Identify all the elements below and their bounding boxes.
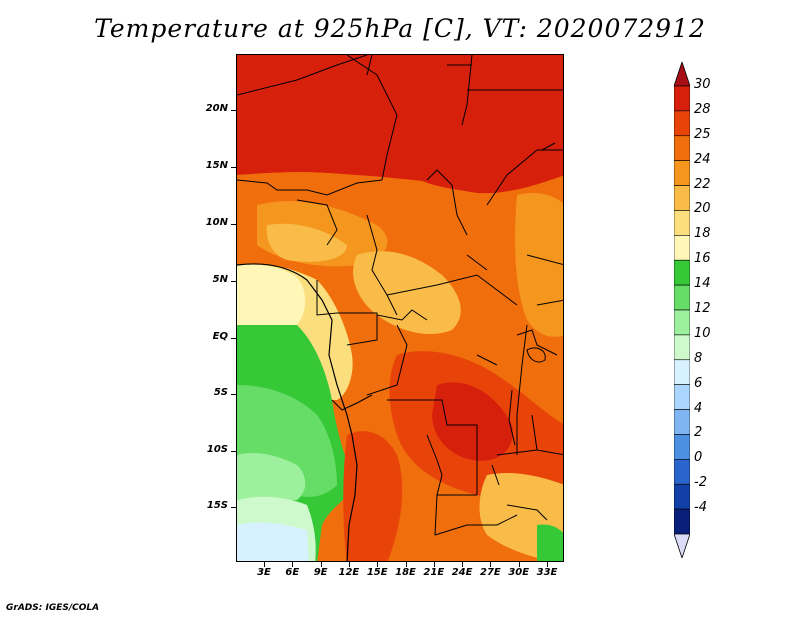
colorbar-top-arrow	[673, 60, 691, 87]
colorbar-bottom-arrow	[673, 533, 691, 560]
coastline	[237, 263, 358, 561]
colorbar-swatch	[673, 135, 691, 161]
colorbar-label: -4	[694, 500, 707, 516]
colorbar-swatch	[673, 160, 691, 186]
colorbar-swatch	[673, 334, 691, 361]
colorbar-label: -2	[694, 475, 707, 491]
region-westafrica-cooler	[266, 223, 347, 262]
colorbar-label: 4	[694, 400, 703, 416]
colorbar-swatch	[673, 235, 691, 261]
region-congo-hot	[432, 382, 513, 461]
lon-tick	[348, 562, 350, 567]
lon-label: 3E	[257, 567, 271, 578]
lat-tick	[231, 110, 236, 111]
lon-label: 15E	[366, 567, 388, 578]
lat-tick	[231, 394, 236, 395]
colorbar-label: 0	[694, 450, 703, 466]
colorbar-swatch	[673, 434, 691, 460]
colorbar-label: 12	[694, 301, 711, 316]
lat-label: 5S	[213, 387, 228, 398]
lon-tick	[462, 562, 464, 567]
lon-label: 12E	[338, 567, 360, 578]
colorbar-label: 8	[694, 350, 703, 366]
colorbar-label: 24	[694, 151, 711, 167]
colorbar-label: 18	[694, 226, 711, 242]
colorbar-label: 30	[694, 77, 711, 92]
lon-label: 30E	[508, 567, 530, 578]
lat-tick	[231, 281, 236, 282]
colorbar-swatch	[673, 259, 691, 286]
lat-label: 10N	[205, 217, 228, 228]
map-title: Temperature at 925hPa [C], VT: 202007291…	[94, 14, 706, 43]
region-east-africa	[515, 193, 563, 337]
colorbar-swatch	[673, 309, 691, 336]
region-cameroon-car	[353, 251, 461, 335]
colorbar-swatch	[673, 210, 691, 236]
lon-tick	[377, 562, 379, 567]
region-southwest-ocean	[237, 522, 309, 561]
colorbar-graphic	[673, 60, 691, 560]
lakes	[491, 142, 556, 486]
colorbar-label: 25	[694, 126, 711, 142]
lon-label: 27E	[480, 567, 501, 578]
lon-tick	[490, 562, 492, 567]
lon-label: 9E	[313, 567, 328, 578]
colorbar-swatch	[673, 409, 691, 435]
lon-label: 6E	[285, 567, 300, 578]
lat-label: EQ	[212, 331, 228, 342]
colorbar-swatch	[673, 284, 691, 311]
lat-label: 10S	[206, 444, 228, 455]
colorbar-swatch	[673, 459, 691, 485]
lon-label: 24E	[451, 567, 473, 578]
lat-tick	[231, 224, 236, 225]
colorbar-swatch	[673, 359, 691, 385]
lon-label: 21E	[423, 567, 445, 578]
region-sahel	[237, 172, 563, 265]
lat-tick	[231, 338, 236, 339]
colorbar-swatch	[673, 85, 691, 112]
region-angola-west	[343, 431, 403, 561]
lon-tick	[433, 562, 435, 567]
country-borders	[237, 55, 563, 536]
colorbar-label: 16	[694, 251, 711, 267]
colorbar-label: 20	[694, 201, 711, 217]
lat-tick	[231, 507, 236, 508]
colorbar-label: 2	[694, 425, 703, 441]
temperature-map	[237, 55, 563, 561]
colorbar-swatch	[673, 384, 691, 410]
credit-text: GrADS: IGES/COLA	[6, 603, 100, 613]
colorbar-swatch	[673, 483, 691, 510]
colorbar-label: 14	[694, 276, 711, 292]
lat-label: 15S	[206, 500, 228, 511]
lon-tick	[264, 562, 265, 567]
lon-tick	[518, 562, 520, 567]
colorbar-swatch	[673, 185, 691, 211]
lon-tick	[320, 562, 322, 567]
lon-label: 33E	[536, 567, 558, 578]
lon-tick	[547, 562, 548, 567]
lon-tick	[292, 562, 294, 567]
lon-tick	[405, 562, 407, 567]
colorbar-label: 10	[694, 325, 711, 341]
lat-label: 20N	[205, 103, 228, 114]
colorbar-swatch	[673, 110, 691, 137]
lat-label: 5N	[212, 274, 228, 285]
lat-tick	[231, 167, 236, 168]
colorbar-label: 6	[694, 375, 703, 391]
map-plot-area	[236, 54, 564, 562]
lon-label: 18E	[395, 567, 416, 578]
colorbar-swatch	[673, 508, 691, 535]
lat-tick	[231, 451, 236, 452]
region-atlantic-light	[237, 453, 306, 505]
colorbar-label: 22	[694, 176, 711, 192]
lat-label: 15N	[205, 160, 228, 171]
region-mozambique-green	[537, 524, 563, 561]
colorbar	[673, 60, 691, 560]
colorbar-label: 28	[694, 101, 711, 117]
region-gulf-ocean	[237, 264, 306, 325]
